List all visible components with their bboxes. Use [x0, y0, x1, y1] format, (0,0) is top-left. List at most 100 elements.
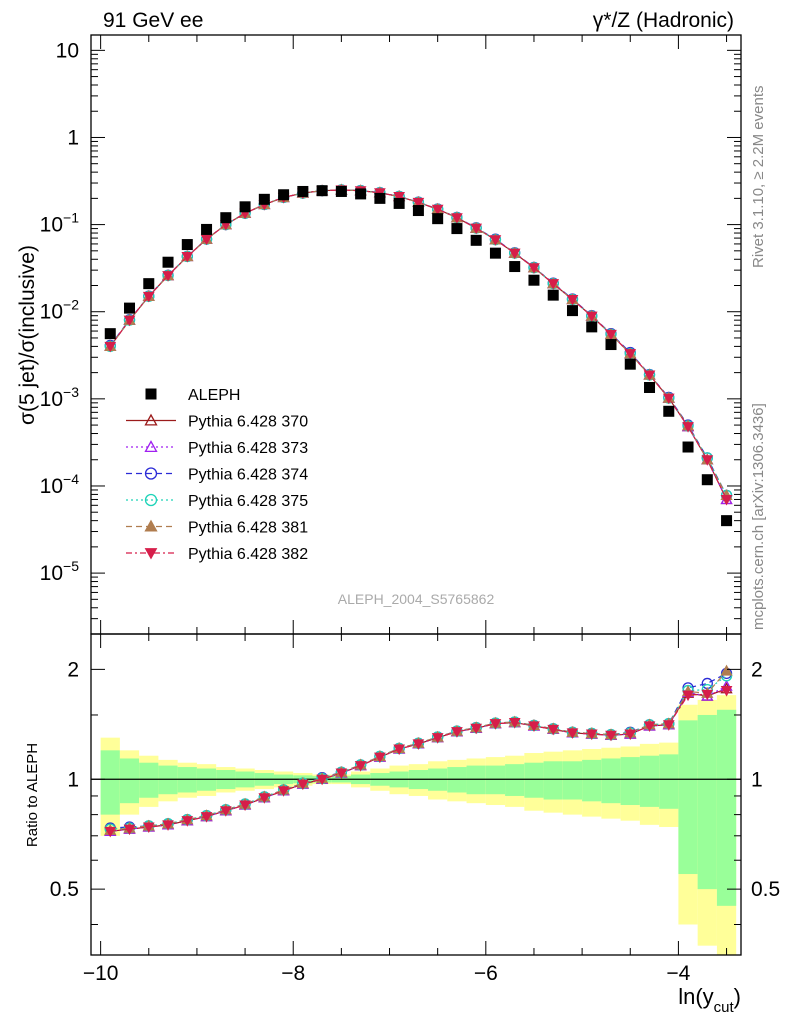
main-panel: 10 1 10−1 10−2 10−3 10−4 10−5	[40, 34, 742, 635]
aleph-data-point	[124, 302, 136, 314]
main-point-s6	[123, 315, 136, 327]
ratio-ytick-label: 0.5	[50, 878, 79, 901]
mcplots-text: mcplots.cern.ch [arXiv:1306.3436]	[750, 403, 767, 630]
aleph-data-point	[509, 261, 521, 273]
legend-label-5: Pythia 6.428 381	[188, 520, 308, 537]
ratio-point-s6	[682, 690, 694, 702]
aleph-data-point	[528, 274, 540, 286]
ratio-band-inner	[562, 761, 583, 800]
ratio-point-s6	[451, 727, 463, 738]
legend-marker-3	[144, 467, 158, 480]
aleph-data-point	[278, 189, 290, 201]
legend-label-3: Pythia 6.428 374	[188, 467, 308, 484]
ratio-point-s6	[412, 739, 425, 750]
ratio-ylabel: Ratio to ALEPH	[24, 743, 41, 847]
ratio-point-s6	[547, 724, 560, 736]
ratio-point-s6	[624, 729, 637, 741]
ratio-band-inner	[524, 762, 544, 798]
aleph-data-point	[721, 515, 733, 527]
main-ytick-label: 10−3	[40, 384, 80, 411]
ratio-band-inner	[485, 765, 506, 795]
xtick-label: −8	[281, 962, 305, 985]
main-point-s6	[528, 263, 540, 274]
main-point-s6	[701, 455, 714, 466]
ratio-band-inner	[505, 764, 525, 796]
xtick-label: −10	[83, 962, 119, 985]
aleph-data-point	[586, 321, 598, 333]
main-ytick-label: 10−1	[40, 210, 80, 237]
aleph-data-point	[644, 381, 656, 393]
aleph-data-point	[239, 201, 251, 213]
aleph-data-point	[316, 185, 328, 197]
main-point-s6	[720, 494, 733, 506]
main-frame	[90, 34, 742, 635]
ratio-point-s6	[489, 719, 502, 730]
aleph-data-point	[566, 305, 578, 317]
ratio-point-s6	[605, 730, 617, 742]
ratio-point-s6	[316, 774, 328, 786]
ratio-band-inner	[466, 765, 486, 795]
main-point-s6	[181, 252, 194, 263]
ratio-band-inner	[119, 758, 140, 804]
ratio-band-inner	[697, 714, 717, 890]
ratio-point-s6	[701, 689, 714, 701]
main-point-s6	[508, 248, 521, 260]
aleph-data-point	[624, 358, 636, 370]
ratio-point-s6	[566, 728, 579, 739]
main-ytick-label: 10−5	[40, 558, 80, 585]
main-point-s6	[585, 311, 598, 323]
ratio-band-inner	[678, 720, 698, 875]
ratio-point-s6	[123, 824, 136, 836]
main-point-s6	[412, 197, 425, 209]
ratio-point-s6	[277, 786, 290, 797]
aleph-data-point	[335, 185, 347, 197]
aleph-data-point	[162, 256, 174, 268]
legend-marker-aleph	[145, 388, 157, 400]
legend-marker-2	[144, 440, 158, 453]
aleph-data-point	[181, 239, 193, 251]
x-axis-label: ln(ycut)	[678, 984, 741, 1016]
main-point-s6	[470, 223, 483, 235]
main-point-s6	[431, 204, 444, 216]
header-right: γ*/Z (Hadronic)	[593, 9, 734, 32]
ratio-point-s6	[528, 721, 540, 732]
ratio-ytick-label-right: 0.5	[751, 878, 780, 901]
ratio-ytick-label: 1	[67, 768, 79, 791]
main-ytick-label: 10−4	[40, 471, 80, 498]
main-point-s6	[605, 329, 617, 341]
main-ylabel: σ(5 jet)/σ(inclusive)	[16, 245, 39, 425]
aleph-data-point	[412, 205, 424, 217]
main-ytick-label: 10	[56, 39, 79, 62]
main-point-s6	[393, 192, 405, 203]
main-series-line-5	[109, 189, 728, 496]
ratio-point-s6	[508, 718, 521, 729]
aleph-data-point	[663, 405, 675, 417]
legend-label-4: Pythia 6.428 375	[188, 493, 308, 510]
main-point-s6	[624, 349, 637, 360]
main-point-s6	[566, 295, 579, 306]
aleph-data-point	[682, 441, 694, 453]
analysis-label: ALEPH_2004_S5765862	[338, 591, 495, 607]
aleph-data-point	[393, 197, 405, 209]
ratio-point-s6	[200, 812, 213, 823]
aleph-data-point	[355, 188, 367, 200]
ratio-point-s6	[643, 721, 656, 732]
main-ytick-label: 1	[67, 126, 79, 149]
legend-marker-6	[144, 548, 158, 560]
ratio-panel: 0.5 0.5 1 1 2 2 −10 −8 −6 −4	[50, 633, 780, 985]
ratio-ytick-label-right: 2	[751, 658, 763, 681]
ratio-band-inner	[659, 754, 679, 809]
ratio-frame	[90, 633, 742, 956]
aleph-data-point	[297, 185, 309, 197]
main-point-s6	[643, 370, 656, 381]
aleph-data-point	[220, 212, 232, 224]
aleph-data-point	[547, 289, 559, 301]
ratio-band-inner	[639, 755, 660, 807]
ratio-band-inner	[100, 750, 120, 815]
xtick-label: −4	[666, 962, 690, 985]
main-point-s6	[200, 234, 213, 246]
aleph-data-point	[701, 474, 713, 486]
ratio-point-s6	[104, 826, 117, 838]
aleph-data-point	[432, 213, 444, 225]
